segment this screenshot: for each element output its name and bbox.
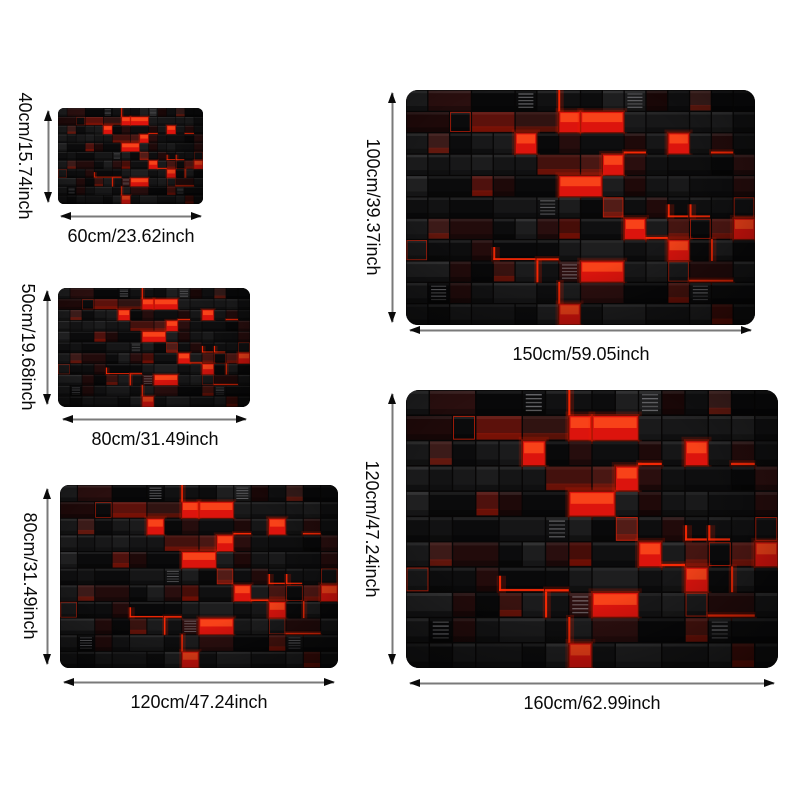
product-image: [406, 90, 755, 325]
width-arrow-icon: [62, 415, 247, 424]
height-dimension-label: 80cm/31.49inch: [19, 512, 40, 640]
width-dimension-label: 160cm/62.99inch: [523, 693, 661, 713]
width-arrow-icon: [63, 677, 335, 687]
height-dimension-label: 40cm/15.74inch: [14, 92, 35, 220]
width-dimension-label: 120cm/47.24inch: [130, 692, 268, 712]
product-image: [60, 485, 338, 668]
height-dimension-label: 50cm/19.68inch: [17, 283, 38, 411]
height-arrow-icon: [387, 393, 397, 665]
product-image: [58, 288, 250, 407]
height-arrow-icon: [42, 488, 52, 665]
height-arrow-icon: [42, 290, 52, 405]
height-arrow-icon: [43, 110, 53, 203]
product-image: [406, 390, 778, 668]
product-image: [58, 108, 203, 204]
width-arrow-icon: [60, 211, 202, 221]
width-arrow-icon: [409, 678, 775, 688]
width-dimension-label: 150cm/59.05inch: [512, 344, 650, 364]
width-arrow-icon: [409, 326, 752, 335]
height-dimension-label: 100cm/39.37inch: [362, 138, 383, 276]
width-dimension-label: 80cm/31.49inch: [91, 429, 219, 449]
height-arrow-icon: [387, 92, 397, 323]
width-dimension-label: 60cm/23.62inch: [67, 226, 195, 246]
height-dimension-label: 120cm/47.24inch: [361, 460, 382, 598]
